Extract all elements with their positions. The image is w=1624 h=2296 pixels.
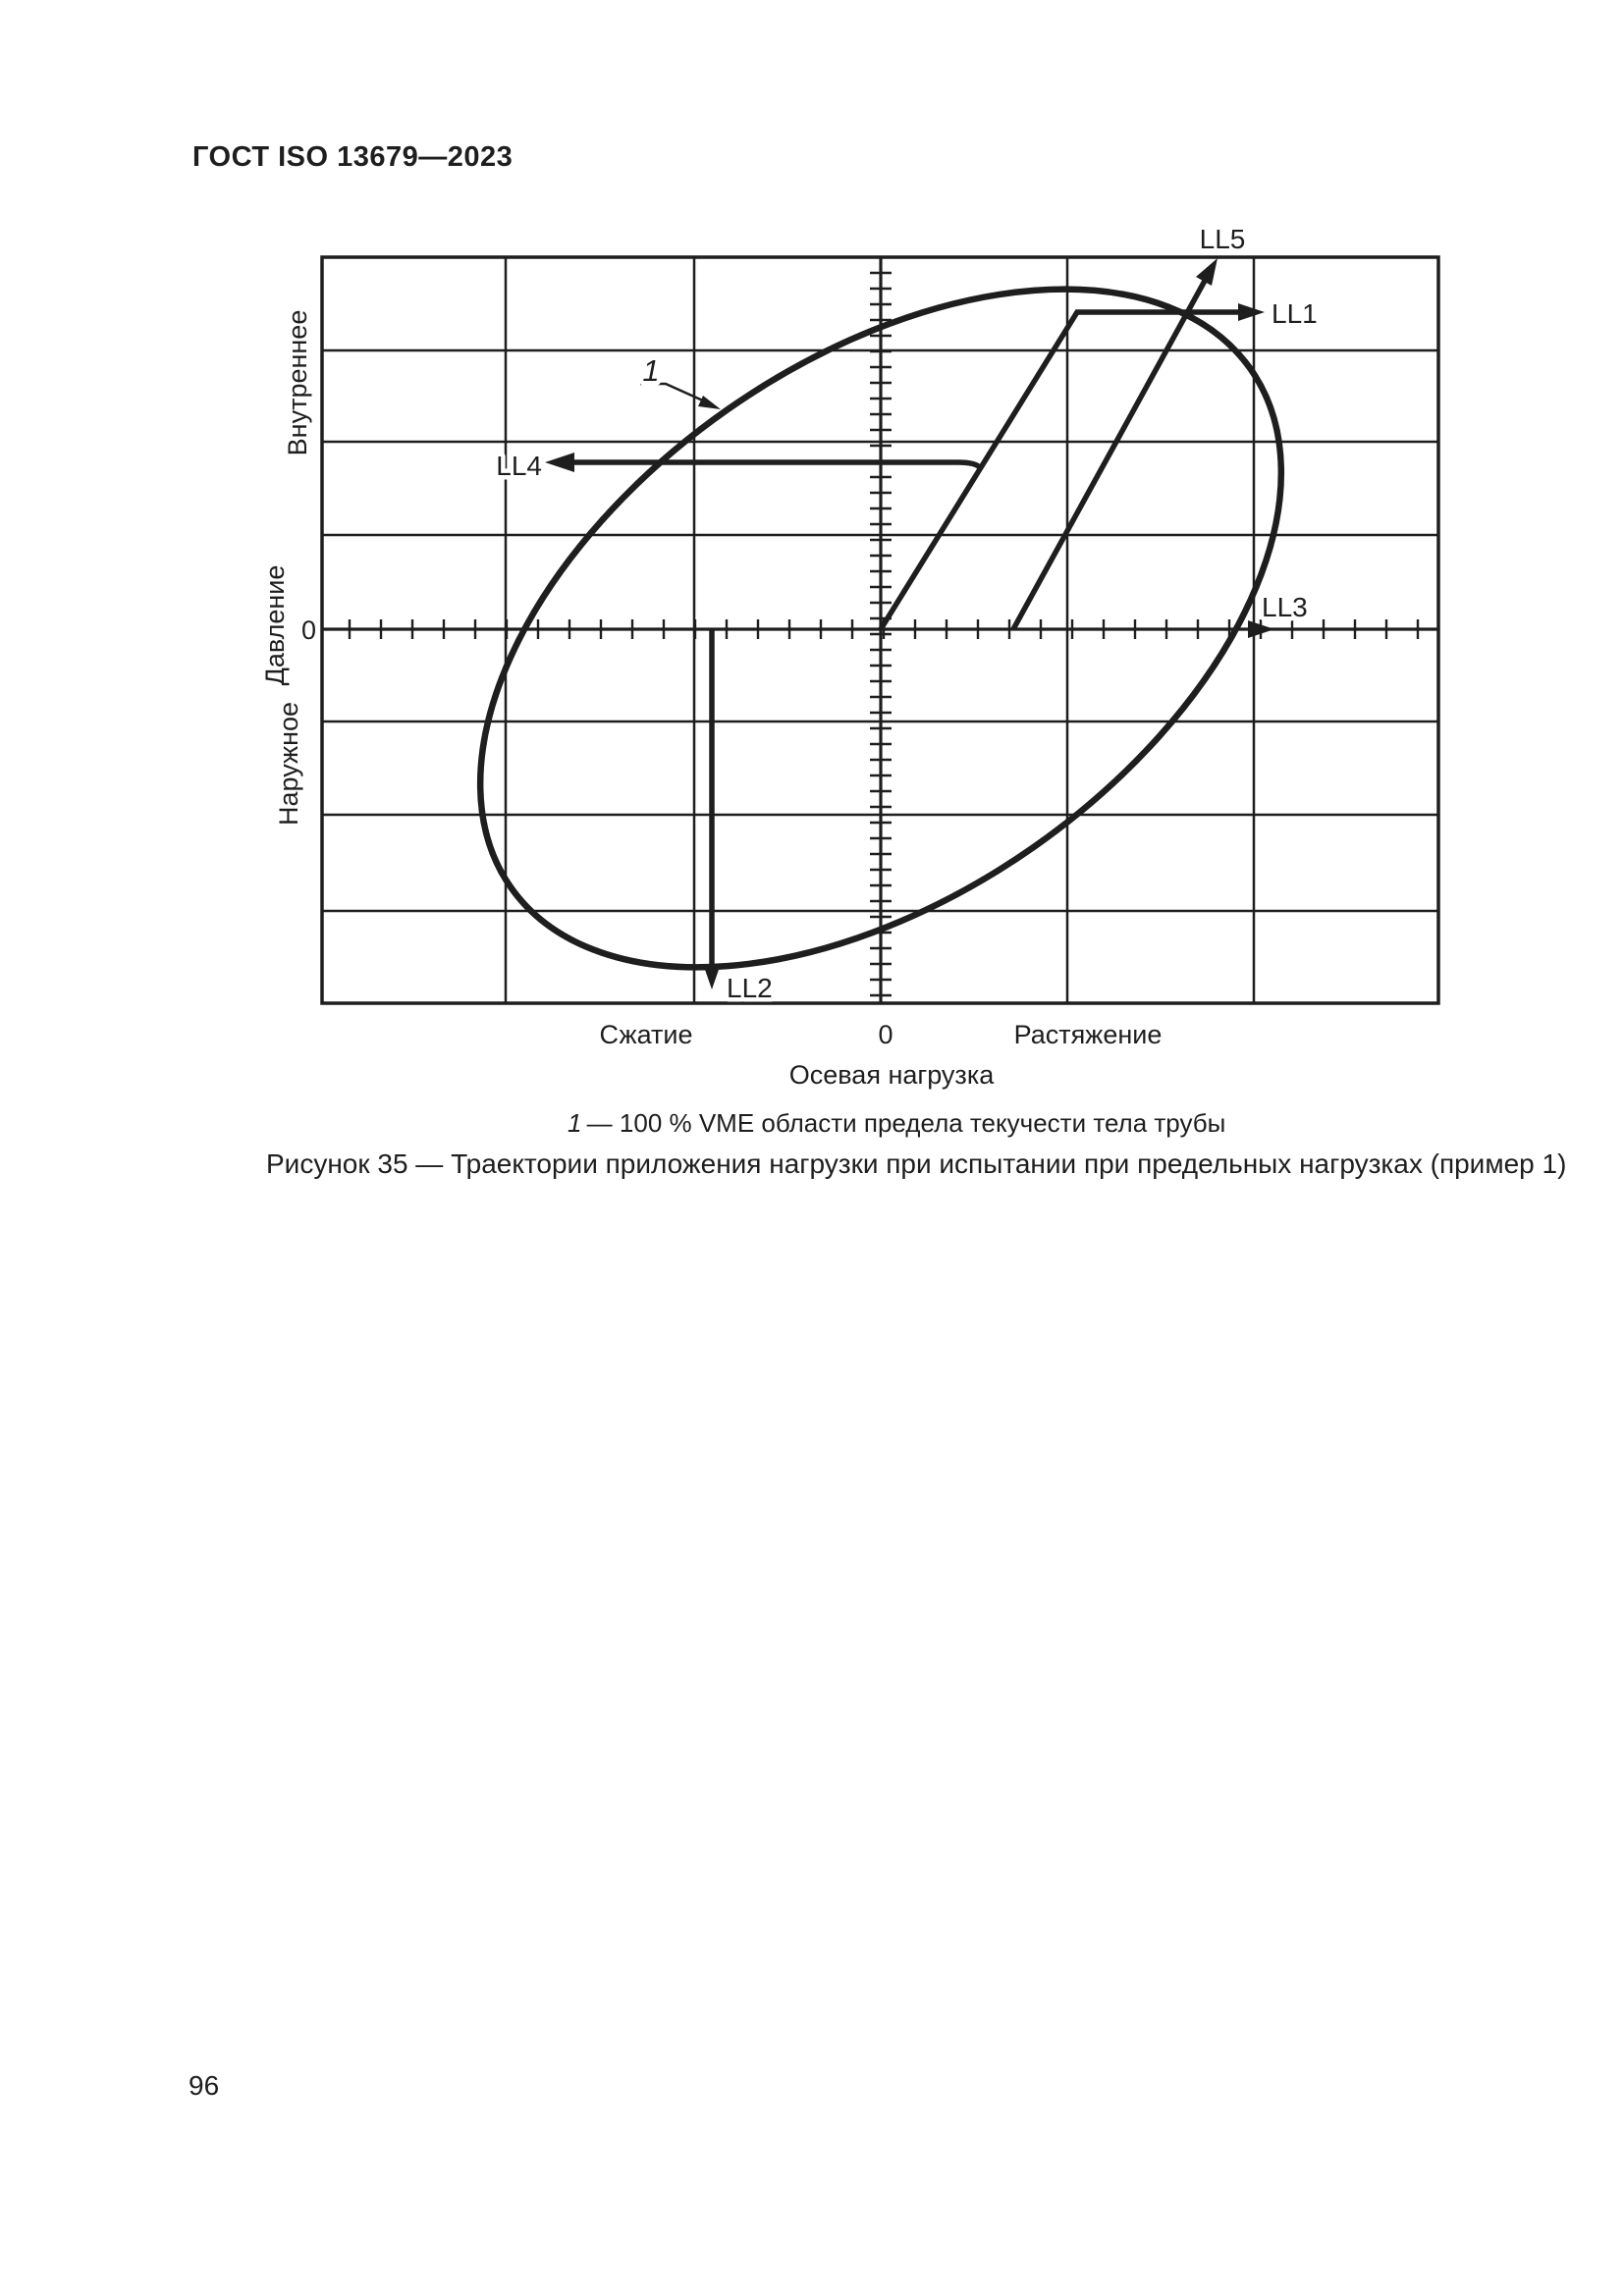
y-axis-title: Давление xyxy=(260,565,290,686)
figure-caption: Рисунок 35 — Траектории приложения нагру… xyxy=(266,1148,1567,1179)
ll5-arrowhead xyxy=(1196,258,1218,286)
callout-1-label: 1 xyxy=(642,353,659,388)
x-axis-title: Осевая нагрузка xyxy=(789,1060,995,1090)
ll4-arrowhead xyxy=(545,453,574,472)
document-header: ГОСТ ISO 13679—2023 xyxy=(192,141,514,173)
page-number: 96 xyxy=(189,2070,220,2101)
ll1-path xyxy=(878,309,1240,631)
ll1-label: LL1 xyxy=(1272,298,1318,329)
x-axis-zero-label: 0 xyxy=(878,1020,893,1049)
callout-1-arrowhead xyxy=(698,396,721,409)
ll2-arrowhead xyxy=(703,964,721,989)
y-axis-lower-label: Наружное xyxy=(274,702,303,826)
figure-legend: 1 — 100 % VME области предела текучести … xyxy=(568,1108,1225,1139)
y-axis-upper-label: Внутреннее xyxy=(283,310,312,456)
ll4-path xyxy=(573,459,984,470)
y-axis-ticks xyxy=(870,271,892,997)
ll5-path xyxy=(1010,279,1208,631)
x-axis-negative-label: Сжатие xyxy=(599,1020,692,1049)
vme-yield-envelope xyxy=(476,286,1285,971)
x-axis-ticks xyxy=(348,619,1420,639)
ll5-label: LL5 xyxy=(1200,224,1246,254)
callout-1-leader xyxy=(640,382,706,403)
ll3-arrowhead xyxy=(1248,620,1274,638)
ll1-arrowhead xyxy=(1238,303,1265,321)
figure-legend-ref: 1 xyxy=(568,1108,582,1138)
y-axis-zero-label: 0 xyxy=(301,615,316,645)
x-axis-positive-label: Растяжение xyxy=(1014,1020,1163,1049)
ll4-label: LL4 xyxy=(496,451,542,481)
figure-legend-text: — 100 % VME области предела текучести те… xyxy=(581,1108,1226,1138)
ll3-label: LL3 xyxy=(1262,592,1308,622)
ll2-label: LL2 xyxy=(727,973,773,1003)
